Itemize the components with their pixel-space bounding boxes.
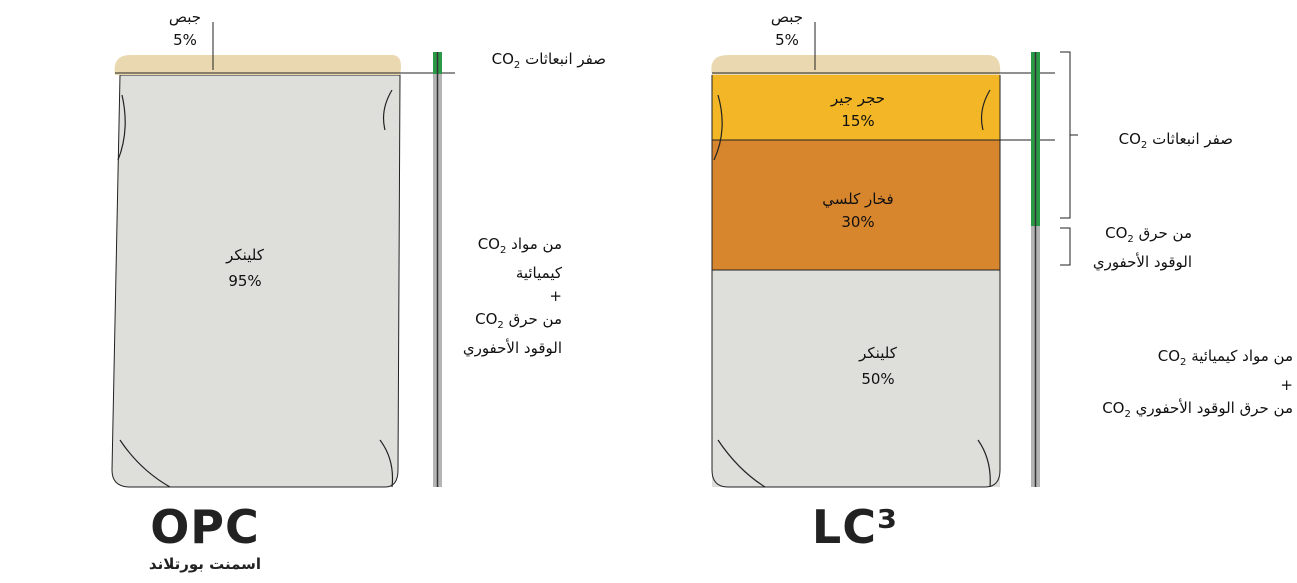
note-text: من مواد [511,235,562,253]
formula-subscript: 2 [500,245,506,256]
logo: OPC [85,500,325,554]
formula: CO2 [492,50,521,68]
limestone-name: حجر جير [758,87,958,110]
clinker-share: 50% [778,368,978,391]
note-text: من حرق الوقود الأحفوري [1136,399,1293,417]
note-line: الوقود الأحفوري [463,337,562,360]
formula: CO2 [1119,130,1148,148]
note-line: + [1102,374,1293,397]
clinker-name: كلينكر [145,244,345,267]
gypsum-share: 5% [687,29,887,52]
opc-gypsum-band [115,55,401,75]
note-line: من مواد CO2 [463,233,562,262]
formula-base: CO [1119,130,1141,148]
formula-subscript: 2 [497,320,503,331]
note-line: من حرق CO2 [1093,222,1192,251]
formula-subscript: 2 [514,60,520,71]
formula-base: CO [1102,399,1124,417]
note: صفر انبعاثات CO2 [1119,128,1233,157]
note-text: من حرق [509,310,562,328]
formula-subscript: 2 [1141,140,1147,151]
note-line: صفر انبعاثات CO2 [492,48,606,77]
clay-name: فخار كلسي [758,188,958,211]
formula: CO2 [1105,224,1134,242]
clinker-share: 95% [145,270,345,293]
formula-subscript: 2 [1180,357,1186,368]
gypsum-share: 5% [85,29,285,52]
note-line: + [463,285,562,308]
caption: اسمنت بورتلاند [85,555,325,573]
logo: LC³ [735,500,975,554]
note: من مواد كيميائية CO2+من حرق الوقود الأحف… [1102,345,1293,426]
bracket [1060,228,1070,265]
note-text: من مواد كيميائية [1191,347,1293,365]
note: صفر انبعاثات CO2 [492,48,606,77]
gypsum-name: جبص [85,6,285,29]
note-text: صفر انبعاثات [1152,130,1233,148]
formula-base: CO [478,235,500,253]
note-line: من حرق CO2 [463,308,562,337]
note-line: من حرق الوقود الأحفوري CO2 [1102,397,1293,426]
formula: CO2 [475,310,504,328]
gypsum-name: جبص [687,6,887,29]
formula: CO2 [1102,399,1131,417]
limestone-share: 15% [758,110,958,133]
note-text: صفر انبعاثات [525,50,606,68]
formula-subscript: 2 [1124,409,1130,420]
formula: CO2 [478,235,507,253]
note-line: كيميائية [463,262,562,285]
note-line: الوقود الأحفوري [1093,251,1192,274]
formula-base: CO [1158,347,1180,365]
formula-subscript: 2 [1127,234,1133,245]
formula-base: CO [492,50,514,68]
note-line: من مواد كيميائية CO2 [1102,345,1293,374]
lc3-gypsum-band [711,55,1000,75]
clinker-name: كلينكر [778,342,978,365]
note-text: من حرق [1139,224,1192,242]
formula: CO2 [1158,347,1187,365]
note-line: صفر انبعاثات CO2 [1119,128,1233,157]
clay-share: 30% [758,211,958,234]
page: جبص 5% كلينكر 95% OPC اسمنت بورتلاند جبص… [0,0,1297,583]
formula-base: CO [1105,224,1127,242]
formula-base: CO [475,310,497,328]
bracket [1060,52,1078,218]
